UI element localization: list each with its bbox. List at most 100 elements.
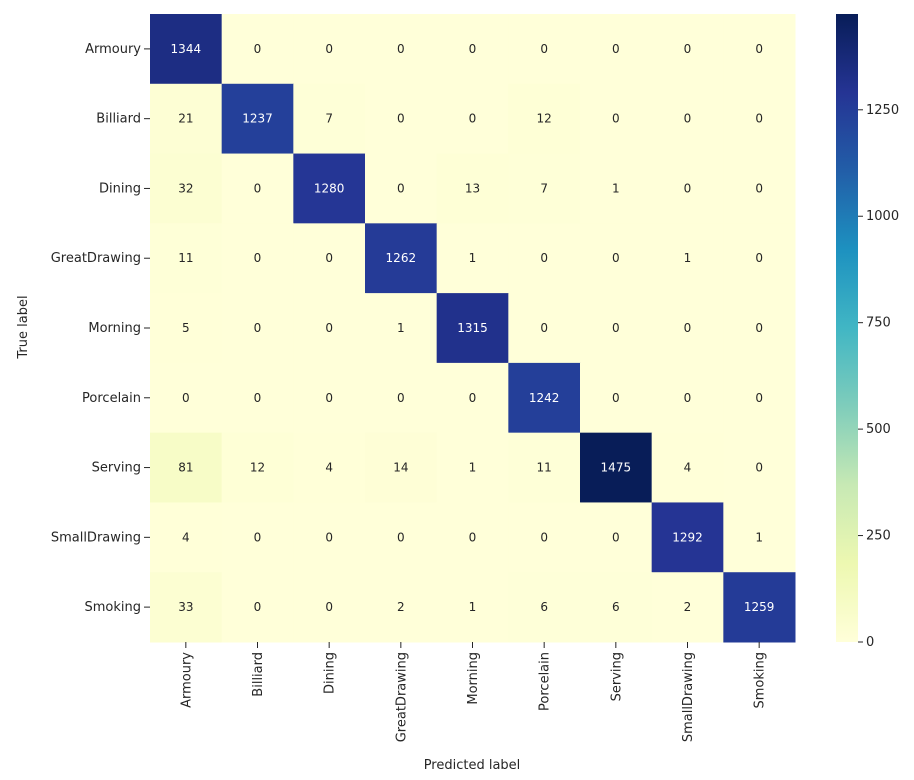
cell-value: 0: [325, 321, 333, 335]
heatmap-cell: [651, 572, 724, 643]
heatmap-cell: [293, 293, 366, 364]
cell-value: 1315: [457, 321, 488, 335]
colorbar-tick-label: 0: [866, 635, 874, 650]
heatmap-cell: [508, 223, 581, 294]
cell-value: 1280: [314, 181, 345, 195]
heatmap-cell: [651, 293, 724, 364]
heatmap-cell: [436, 362, 509, 434]
heatmap-cell: [293, 362, 366, 434]
cell-value: 0: [612, 112, 620, 126]
colorbar-tick-label: 1250: [866, 103, 899, 118]
heatmap-cell: [365, 502, 438, 573]
y-tick-label: Armoury: [85, 42, 141, 57]
heatmap-cell: [365, 223, 438, 294]
heatmap-cell: [221, 83, 294, 155]
heatmap-cell: [436, 572, 509, 643]
heatmap-cell: [723, 153, 796, 224]
heatmap-cell: [365, 153, 438, 224]
heatmap-cell: [150, 153, 223, 224]
heatmap-cell: [221, 502, 294, 573]
heatmap-cell: [508, 83, 581, 155]
cell-value: 0: [755, 321, 763, 335]
cell-value: 14: [393, 461, 408, 475]
heatmap-cell: [723, 502, 796, 573]
cell-value: 32: [178, 181, 193, 195]
cell-value: 0: [612, 321, 620, 335]
cell-value: 0: [540, 42, 548, 56]
heatmap-cell: [221, 223, 294, 294]
x-axis-label: Predicted label: [424, 758, 521, 773]
x-tick-label: Serving: [609, 652, 624, 701]
heatmap-cell: [723, 293, 796, 364]
cell-value: 0: [755, 251, 763, 265]
heatmap-cell: [221, 572, 294, 643]
cell-value: 4: [182, 530, 190, 544]
heatmap-cell: [365, 293, 438, 364]
heatmap-cell: [508, 572, 581, 643]
cell-value: 0: [469, 530, 477, 544]
heatmap-cell: [293, 432, 366, 503]
cell-value: 1262: [386, 251, 417, 265]
cell-value: 0: [540, 321, 548, 335]
cell-value: 0: [684, 391, 692, 405]
y-tick-label: SmallDrawing: [51, 530, 141, 545]
x-tick-label: Smoking: [753, 652, 768, 709]
cell-value: 0: [612, 391, 620, 405]
cell-value: 0: [540, 530, 548, 544]
y-tick-label: Dining: [99, 181, 141, 196]
heatmap-cell: [508, 153, 581, 224]
y-tick-label: Billiard: [96, 112, 141, 127]
y-axis-tick-labels: Armoury Billiard Dining GreatDrawing Morning…: [51, 42, 150, 615]
heatmap-cell: [651, 432, 724, 503]
cell-value: 11: [178, 251, 193, 265]
x-tick-label: GreatDrawing: [394, 652, 409, 742]
heatmap-cell: [150, 83, 223, 155]
heatmap-grid: [150, 14, 796, 643]
cell-value: 0: [397, 181, 405, 195]
heatmap-cell: [150, 293, 223, 364]
cell-value: 1: [469, 600, 477, 614]
heatmap-cell: [580, 14, 653, 85]
heatmap-cell: [365, 14, 438, 85]
cell-value: 0: [325, 391, 333, 405]
cell-value: 1: [684, 251, 692, 265]
heatmap-cell: [651, 83, 724, 155]
heatmap-cell: [651, 502, 724, 573]
cell-annotations: 1344 0 0 0 0 0 0 0 021 1237 7 0 0 12 0 0 032 0 1280 0 13 7 1 0 0…: [171, 42, 775, 614]
heatmap-cell: [651, 223, 724, 294]
cell-value: 0: [397, 530, 405, 544]
cell-value: 4: [684, 461, 692, 475]
cell-value: 13: [465, 181, 480, 195]
cell-value: 0: [469, 112, 477, 126]
heatmap-cell: [580, 83, 653, 155]
cell-value: 0: [755, 461, 763, 475]
cell-value: 0: [254, 42, 262, 56]
cell-value: 0: [755, 112, 763, 126]
cell-value: 0: [755, 391, 763, 405]
heatmap-cell: [723, 572, 796, 643]
cell-value: 0: [397, 391, 405, 405]
heatmap-cell: [365, 572, 438, 643]
colorbar-tick-label: 750: [866, 316, 891, 331]
colorbar-tick-label: 250: [866, 529, 891, 544]
cell-value: 12: [537, 112, 552, 126]
heatmap-cell: [221, 293, 294, 364]
x-tick-label: Armoury: [179, 652, 194, 708]
heatmap-cell: [508, 502, 581, 573]
heatmap-cell: [723, 83, 796, 155]
heatmap-cell: [221, 153, 294, 224]
heatmap-cell: [508, 362, 581, 434]
heatmap-cell: [293, 153, 366, 224]
x-tick-label: Billiard: [251, 652, 266, 697]
x-axis-tick-labels: Armoury Billiard Dining GreatDrawing Morning…: [179, 642, 768, 742]
heatmap-cell: [508, 14, 581, 85]
y-tick-label: Serving: [92, 461, 141, 476]
cell-value: 81: [178, 461, 193, 475]
cell-value: 0: [397, 112, 405, 126]
cell-value: 1237: [242, 112, 273, 126]
cell-value: 1344: [171, 42, 202, 56]
cell-value: 33: [178, 600, 193, 614]
cell-value: 21: [178, 112, 193, 126]
heatmap-cell: [436, 83, 509, 155]
cell-value: 0: [397, 42, 405, 56]
